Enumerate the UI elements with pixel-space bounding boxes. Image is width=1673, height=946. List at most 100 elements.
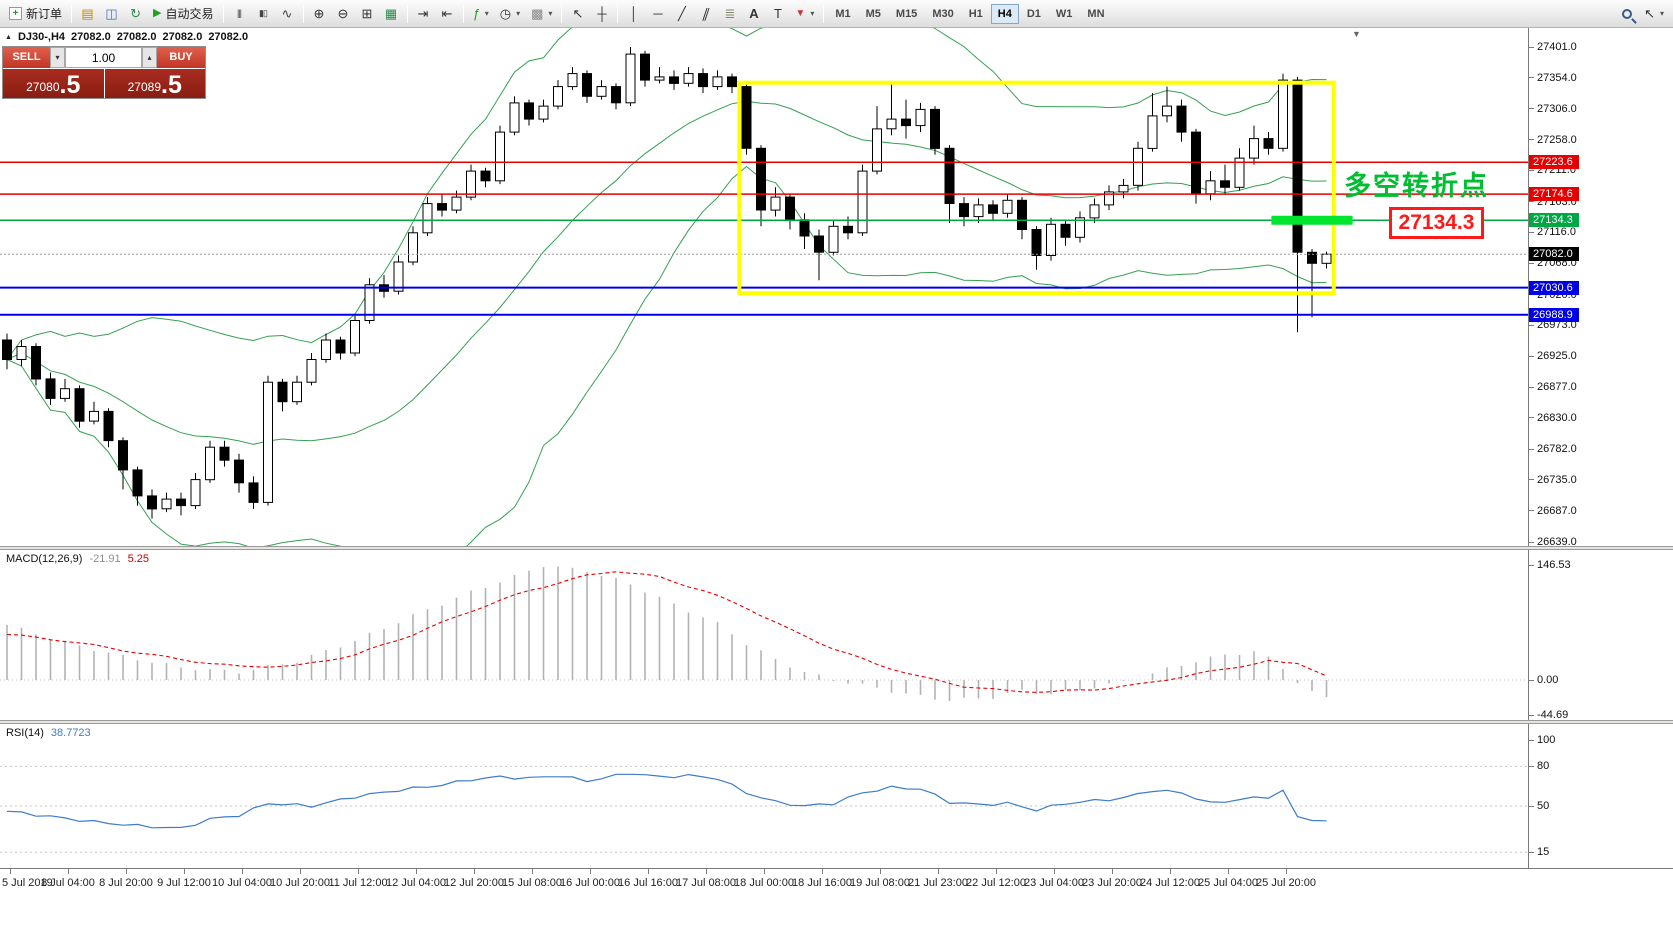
crosshair-button[interactable]: ┼ <box>590 3 613 25</box>
line-chart-button[interactable]: ∿ <box>276 3 299 25</box>
trade-panel-toggle-icon[interactable]: ▲ <box>5 33 12 41</box>
candle-body <box>321 339 331 360</box>
templates-button[interactable]: ▩ ▾ <box>526 3 557 25</box>
price-tick-mark <box>1529 448 1534 450</box>
panel-separator[interactable] <box>0 720 1673 724</box>
time-tick-mark <box>532 869 533 874</box>
volume-increase-button[interactable]: ▴ <box>142 47 157 68</box>
price-tick-label: 26925.0 <box>1537 350 1577 363</box>
sell-price-frac: .5 <box>59 70 81 99</box>
price-tick-mark <box>1529 541 1534 543</box>
zoom-in-button[interactable]: ⊕ <box>308 3 331 25</box>
time-axis-label: 17 Jul 08:00 <box>676 877 736 889</box>
candles-chart-icon: ▮▯ <box>259 8 268 18</box>
chart-shift-icon: ⇤ <box>441 6 453 21</box>
horizontal-line-button[interactable]: ─ <box>646 3 669 25</box>
cursor-mode-button[interactable]: ↖ ▾ <box>1639 3 1669 25</box>
volume-decrease-button[interactable]: ▾ <box>50 47 65 68</box>
price-tick-label: 26973.0 <box>1537 319 1577 332</box>
time-tick-mark <box>126 869 127 874</box>
zoom-out-button[interactable]: ⊖ <box>332 3 355 25</box>
timeframe-d1-button[interactable]: D1 <box>1020 4 1048 24</box>
timeframe-h1-button[interactable]: H1 <box>962 4 990 24</box>
time-axis-label: 19 Jul 08:00 <box>850 877 910 889</box>
buy-price-button[interactable]: 27089.5 <box>104 69 205 98</box>
macd-indicator-panel[interactable] <box>0 550 1673 720</box>
toolbar-separator <box>222 4 224 23</box>
text-label-icon: T <box>773 6 782 21</box>
sell-button[interactable]: SELL <box>3 47 50 68</box>
rsi-line <box>6 773 1327 829</box>
timeframe-m30-button[interactable]: M30 <box>925 4 960 24</box>
time-axis-label: 16 Jul 16:00 <box>618 877 678 889</box>
new-order-icon: + <box>9 7 22 20</box>
time-axis-label: 22 Jul 12:00 <box>966 877 1026 889</box>
buy-button[interactable]: BUY <box>157 47 205 68</box>
volume-input[interactable] <box>65 47 142 68</box>
fibonacci-button[interactable]: ≣ <box>718 3 741 25</box>
chevron-down-icon: ▾ <box>516 8 521 18</box>
time-axis-label: 5 Jul 2019 <box>2 877 53 889</box>
panel-separator[interactable] <box>0 546 1673 550</box>
tile-windows-button[interactable]: ⊞ <box>356 3 379 25</box>
autotrading-button[interactable]: ▶ 自动交易 <box>148 3 218 25</box>
candle-body <box>741 86 752 149</box>
candle-body <box>466 170 476 198</box>
toolbar-separator <box>561 4 563 23</box>
timeframe-mn-button[interactable]: MN <box>1080 4 1111 24</box>
macd-tick-mark <box>1529 564 1534 566</box>
channel-button[interactable]: ∥ <box>694 3 717 25</box>
text-button[interactable]: A <box>742 3 765 25</box>
candle-body <box>219 446 230 461</box>
candle-body <box>669 76 679 84</box>
candle-body <box>480 170 491 182</box>
bars-chart-icon: ||| <box>236 8 242 18</box>
text-icon: A <box>749 6 759 21</box>
candle-body <box>1133 147 1143 186</box>
periods-button[interactable]: ◷ ▾ <box>495 3 525 25</box>
auto-scroll-button[interactable]: ⇥ <box>412 3 435 25</box>
timeframe-m15-button[interactable]: M15 <box>889 4 924 24</box>
chart-shift-marker-icon[interactable]: ▼ <box>1352 29 1361 39</box>
candle-body <box>1321 253 1332 264</box>
arrows-button[interactable]: ▼ ▾ <box>790 3 819 25</box>
price-tick-mark <box>1529 201 1534 203</box>
refresh-button[interactable]: ↻ <box>124 3 147 25</box>
chart-shift-button[interactable]: ⇤ <box>436 3 459 25</box>
price-tick-mark <box>1529 77 1534 79</box>
timeframe-m1-button[interactable]: M1 <box>828 4 857 24</box>
candles-chart-button[interactable]: ▮▯ <box>252 3 275 25</box>
consolidation-highlight-box[interactable] <box>737 80 1336 296</box>
price-tick-label: 27401.0 <box>1537 41 1577 53</box>
bars-chart-button[interactable]: ||| <box>228 3 251 25</box>
tile-windows-icon: ⊞ <box>361 6 373 21</box>
profiles-button[interactable]: ◫ <box>100 3 123 25</box>
market-grid-button[interactable]: ▦ <box>380 3 403 25</box>
new-chart-button[interactable]: ▤ <box>76 3 99 25</box>
price-tick-mark <box>1529 139 1534 141</box>
candle-body <box>683 73 694 84</box>
text-label-button[interactable]: T <box>766 3 789 25</box>
candle-body <box>611 86 621 104</box>
sell-price-main: 27080 <box>26 80 60 94</box>
vertical-line-button[interactable]: │ <box>622 3 645 25</box>
time-axis[interactable]: 5 Jul 2019 8 Jul 04:00 8 Jul 20:00 9 Jul 12… <box>0 868 1673 946</box>
candle-body <box>350 320 360 354</box>
time-tick-mark <box>300 869 301 874</box>
sell-price-button[interactable]: 27080.5 <box>3 69 104 98</box>
macd-histogram <box>6 566 1328 702</box>
timeframe-h4-button[interactable]: H4 <box>990 3 1019 24</box>
indicators-button[interactable]: ƒ ▾ <box>468 3 494 25</box>
rsi-indicator-panel[interactable] <box>0 724 1673 868</box>
time-tick-mark <box>416 869 417 874</box>
timeframe-w1-button[interactable]: W1 <box>1049 4 1080 24</box>
cursor-button[interactable]: ↖ <box>566 3 589 25</box>
price-scale[interactable]: 27401.0 27354.0 27306.0 27258.0 27211.0 27163… <box>1528 28 1673 868</box>
main-price-chart[interactable] <box>0 28 1673 546</box>
trendline-button[interactable]: ╱ <box>670 3 693 25</box>
time-tick-mark <box>1170 869 1171 874</box>
timeframe-m5-button[interactable]: M5 <box>859 4 888 24</box>
new-order-button[interactable]: + 新订单 <box>4 3 67 25</box>
price-tick-label: 26830.0 <box>1537 411 1577 424</box>
search-button[interactable] <box>1615 3 1638 25</box>
